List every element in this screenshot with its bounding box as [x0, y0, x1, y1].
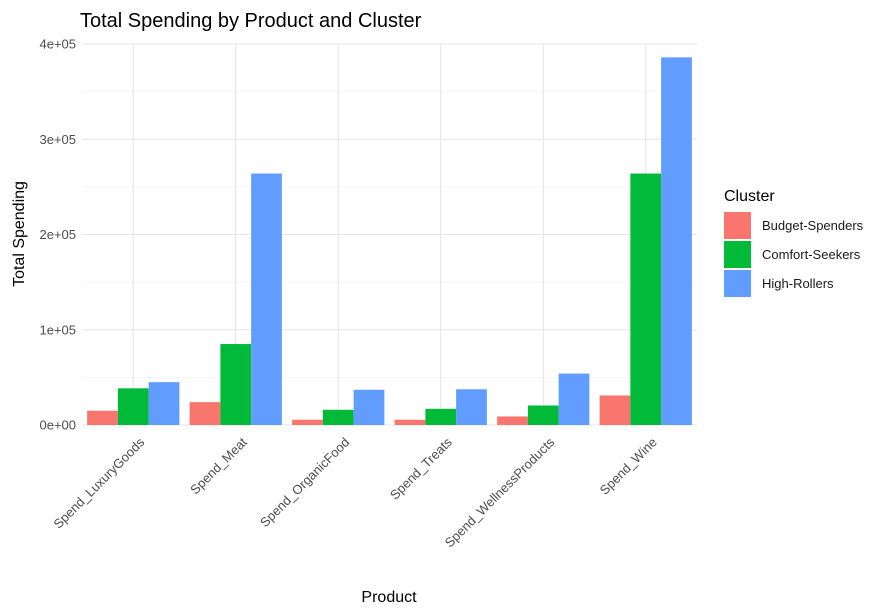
x-tick-label: Spend_LuxuryGoods: [50, 434, 147, 531]
legend-swatch: [724, 270, 751, 297]
bar: [322, 409, 354, 425]
bar: [394, 419, 426, 425]
bar: [558, 373, 590, 425]
bar: [630, 173, 662, 425]
legend: Cluster Budget-Spenders Comfort-Seekers Hi…: [724, 188, 864, 297]
y-tick-label: 1e+05: [39, 322, 76, 337]
y-axis-ticks: 0e+00 1e+05 2e+05 3e+05 4e+05: [39, 37, 76, 433]
bar: [251, 173, 282, 425]
legend-swatch: [724, 212, 751, 239]
bar: [425, 408, 457, 425]
bar: [527, 405, 559, 425]
y-tick-label: 3e+05: [39, 132, 76, 147]
legend-label: Budget-Spenders: [762, 218, 864, 233]
bar: [661, 57, 692, 426]
bar: [148, 382, 180, 425]
grid-lines: [82, 43, 697, 426]
x-tick-label: Spend_Meat: [187, 434, 250, 497]
bars: [87, 57, 692, 426]
bar: [497, 416, 528, 425]
bar: [353, 389, 385, 425]
legend-label: Comfort-Seekers: [762, 247, 861, 262]
bar: [599, 395, 631, 425]
legend-swatch: [724, 241, 751, 268]
x-tick-label: Spend_Wine: [597, 435, 660, 498]
x-tick-label: Spend_OrganicFood: [257, 435, 352, 530]
x-tick-label: Spend_WellnessProducts: [442, 434, 558, 550]
y-tick-label: 2e+05: [39, 227, 76, 242]
y-tick-label: 0e+00: [39, 418, 76, 433]
legend-title: Cluster: [724, 188, 775, 205]
x-tick-label: Spend_Treats: [387, 434, 455, 502]
bar: [220, 344, 252, 425]
chart-title: Total Spending by Product and Cluster: [80, 10, 422, 32]
y-axis-title: Total Spending: [11, 181, 28, 287]
bar: [117, 388, 149, 425]
bar: [292, 419, 323, 425]
legend-label: High-Rollers: [762, 276, 834, 291]
y-tick-label: 4e+05: [39, 37, 76, 52]
x-axis-title: Product: [361, 589, 417, 606]
bar: [87, 410, 118, 425]
bar: [456, 389, 487, 425]
bar: [189, 402, 221, 425]
x-axis-ticks: Spend_LuxuryGoods Spend_Meat Spend_Organic…: [50, 434, 659, 550]
